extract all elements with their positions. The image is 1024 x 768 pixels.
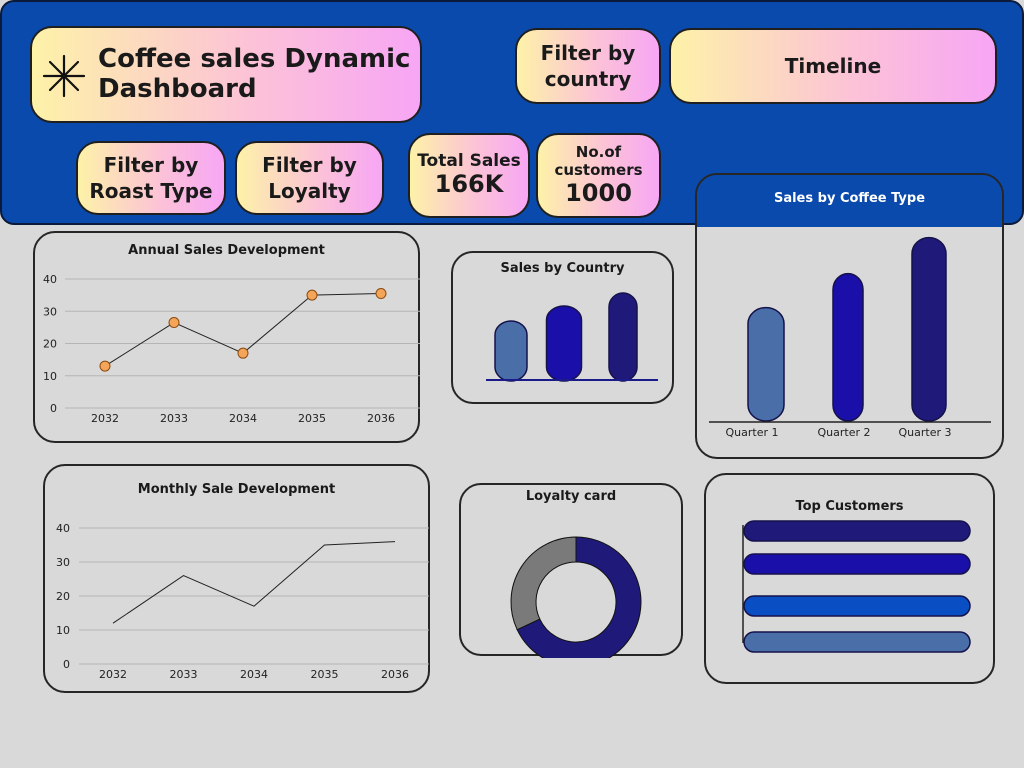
x-tick-label: 2035: [311, 668, 339, 681]
title-line-2: Dashboard: [98, 73, 257, 104]
x-tick-label: 2033: [160, 412, 188, 425]
filter-country-label-1: Filter by: [540, 41, 636, 65]
customer-bar: [743, 631, 971, 653]
country-bar: [545, 305, 583, 382]
x-tick-label: 2034: [229, 412, 257, 425]
coffee-bar: [911, 236, 947, 422]
coffee-category-label: Quarter 3: [899, 426, 952, 439]
coffee-chart-title: Sales by Coffee Type: [773, 191, 926, 206]
filter-loyalty-button[interactable]: Filter by Loyalty: [235, 141, 384, 215]
loyalty-chart-title: Loyalty card: [525, 489, 617, 504]
data-point: [99, 360, 111, 372]
y-tick-label: 40: [56, 522, 70, 535]
total-sales-kpi: Total Sales 166K: [408, 133, 530, 218]
coffee-category-label: Quarter 1: [726, 426, 779, 439]
customers-value: 1000: [565, 179, 632, 208]
x-tick-label: 2036: [381, 668, 409, 681]
customers-label-2: customers: [554, 161, 643, 180]
customers-kpi: No.of customers 1000: [536, 133, 661, 218]
monthly-sales-chart: 0 10 20 30 40 2032 2033 2034 2035 2036: [56, 522, 429, 681]
filter-loyalty-label-2: Loyalty: [268, 179, 351, 203]
series-line: [112, 541, 396, 624]
x-tick-label: 2033: [170, 668, 198, 681]
annual-sales-card: Annual Sales Development 0 10 20 30 40 2032 20…: [33, 231, 420, 443]
filter-roast-button[interactable]: Filter by Roast Type: [76, 141, 226, 215]
data-point: [237, 347, 249, 359]
y-tick-label: 20: [43, 338, 57, 351]
y-tick-label: 20: [56, 590, 70, 603]
y-tick-label: 30: [43, 305, 57, 318]
y-tick-label: 40: [43, 273, 57, 286]
y-tick-label: 0: [50, 402, 57, 415]
data-point: [168, 317, 180, 329]
dashboard-title: Coffee sales Dynamic Dashboard: [30, 26, 422, 123]
annual-chart-title: Annual Sales Development: [128, 243, 325, 258]
filter-country-label-2: country: [544, 67, 632, 91]
donut-slice: [516, 536, 642, 658]
data-point: [306, 289, 318, 301]
annual-sales-chart: 0 10 20 30 40 2032 2033 2034 2035 2036: [43, 273, 420, 425]
sales-by-country-chart: [486, 292, 658, 382]
filter-roast-label-1: Filter by: [103, 153, 199, 177]
asterisk-icon: [42, 54, 86, 98]
filter-roast-label-2: Roast Type: [89, 179, 213, 203]
country-bar: [494, 320, 528, 382]
top-customers-card: Top Customers: [704, 473, 995, 684]
coffee-card-header: [697, 175, 1002, 227]
monthly-sales-card: Monthly Sale Development 0 10 20 30 40 2032 20…: [43, 464, 430, 693]
x-tick-label: 2036: [367, 412, 395, 425]
x-tick-label: 2032: [91, 412, 119, 425]
customer-bar: [743, 520, 971, 542]
top-customers-chart: [742, 520, 971, 653]
x-tick-label: 2034: [240, 668, 268, 681]
coffee-category-label: Quarter 2: [818, 426, 871, 439]
customer-bar: [743, 553, 971, 575]
customers-label-1: No.of: [575, 143, 622, 162]
y-tick-label: 10: [56, 624, 70, 637]
timeline-label: Timeline: [784, 54, 882, 78]
filter-country-button[interactable]: Filter by country: [515, 28, 661, 104]
y-tick-label: 0: [63, 658, 70, 671]
y-tick-label: 30: [56, 556, 70, 569]
total-sales-value: 166K: [434, 170, 504, 199]
loyalty-card: Loyalty card: [459, 483, 683, 658]
top-customers-title: Top Customers: [795, 499, 904, 514]
loyalty-donut-chart: [510, 536, 642, 658]
sales-by-country-card: Sales by Country: [451, 251, 674, 404]
y-tick-label: 10: [43, 370, 57, 383]
sales-by-coffee-chart: Quarter 1 Quarter 2 Quarter 3: [709, 236, 991, 439]
filter-loyalty-label-1: Filter by: [262, 153, 357, 177]
timeline-button[interactable]: Timeline: [669, 28, 997, 104]
data-point: [375, 288, 387, 300]
coffee-bar: [747, 306, 785, 422]
customer-bar: [743, 595, 971, 617]
title-line-1: Coffee sales Dynamic: [98, 44, 411, 75]
monthly-chart-title: Monthly Sale Development: [137, 482, 336, 497]
total-sales-label: Total Sales: [417, 150, 521, 171]
x-tick-label: 2032: [99, 668, 127, 681]
country-bar: [608, 292, 638, 382]
country-chart-title: Sales by Country: [500, 261, 625, 276]
donut-slice: [510, 536, 577, 631]
coffee-bar: [832, 272, 864, 422]
x-tick-label: 2035: [298, 412, 326, 425]
